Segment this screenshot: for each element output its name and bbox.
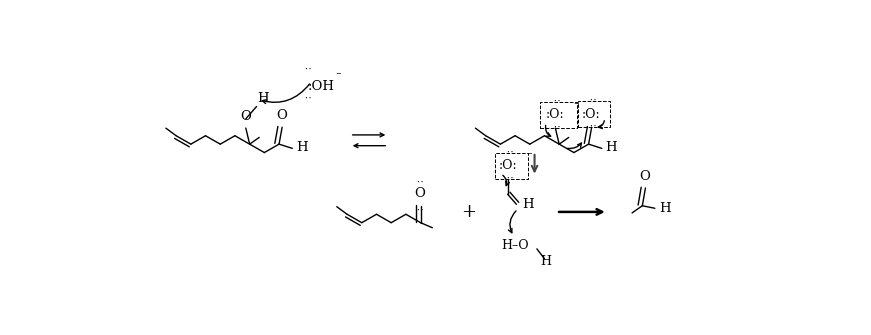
- Text: ··: ··: [415, 179, 424, 188]
- Text: O: O: [240, 110, 251, 123]
- Text: H: H: [541, 255, 551, 268]
- Text: +: +: [462, 203, 476, 221]
- Text: ··: ··: [552, 97, 562, 107]
- Text: ··: ··: [304, 95, 313, 104]
- Text: O: O: [276, 109, 287, 122]
- Text: ··: ··: [588, 97, 597, 106]
- Text: ··: ··: [505, 174, 515, 183]
- Text: ··: ··: [304, 66, 313, 75]
- Text: H: H: [605, 141, 618, 154]
- Text: H–O: H–O: [502, 239, 529, 252]
- Text: $^{-}$: $^{-}$: [572, 101, 580, 111]
- Text: $^{-}$: $^{-}$: [335, 71, 342, 81]
- Text: :O:: :O:: [546, 109, 564, 122]
- Text: $^{-}$: $^{-}$: [525, 152, 533, 161]
- Text: H: H: [257, 92, 269, 105]
- Text: H: H: [659, 202, 671, 215]
- Text: :O:: :O:: [582, 108, 600, 121]
- Text: :OH: :OH: [307, 80, 334, 93]
- Text: ··: ··: [415, 206, 424, 215]
- Text: ··: ··: [588, 123, 597, 132]
- Text: H: H: [523, 198, 534, 211]
- Text: O: O: [415, 187, 425, 200]
- Text: ··: ··: [505, 148, 515, 157]
- Text: H: H: [296, 141, 307, 154]
- Text: ··: ··: [552, 123, 562, 132]
- Text: :O:: :O:: [499, 159, 517, 173]
- Text: O: O: [639, 170, 650, 183]
